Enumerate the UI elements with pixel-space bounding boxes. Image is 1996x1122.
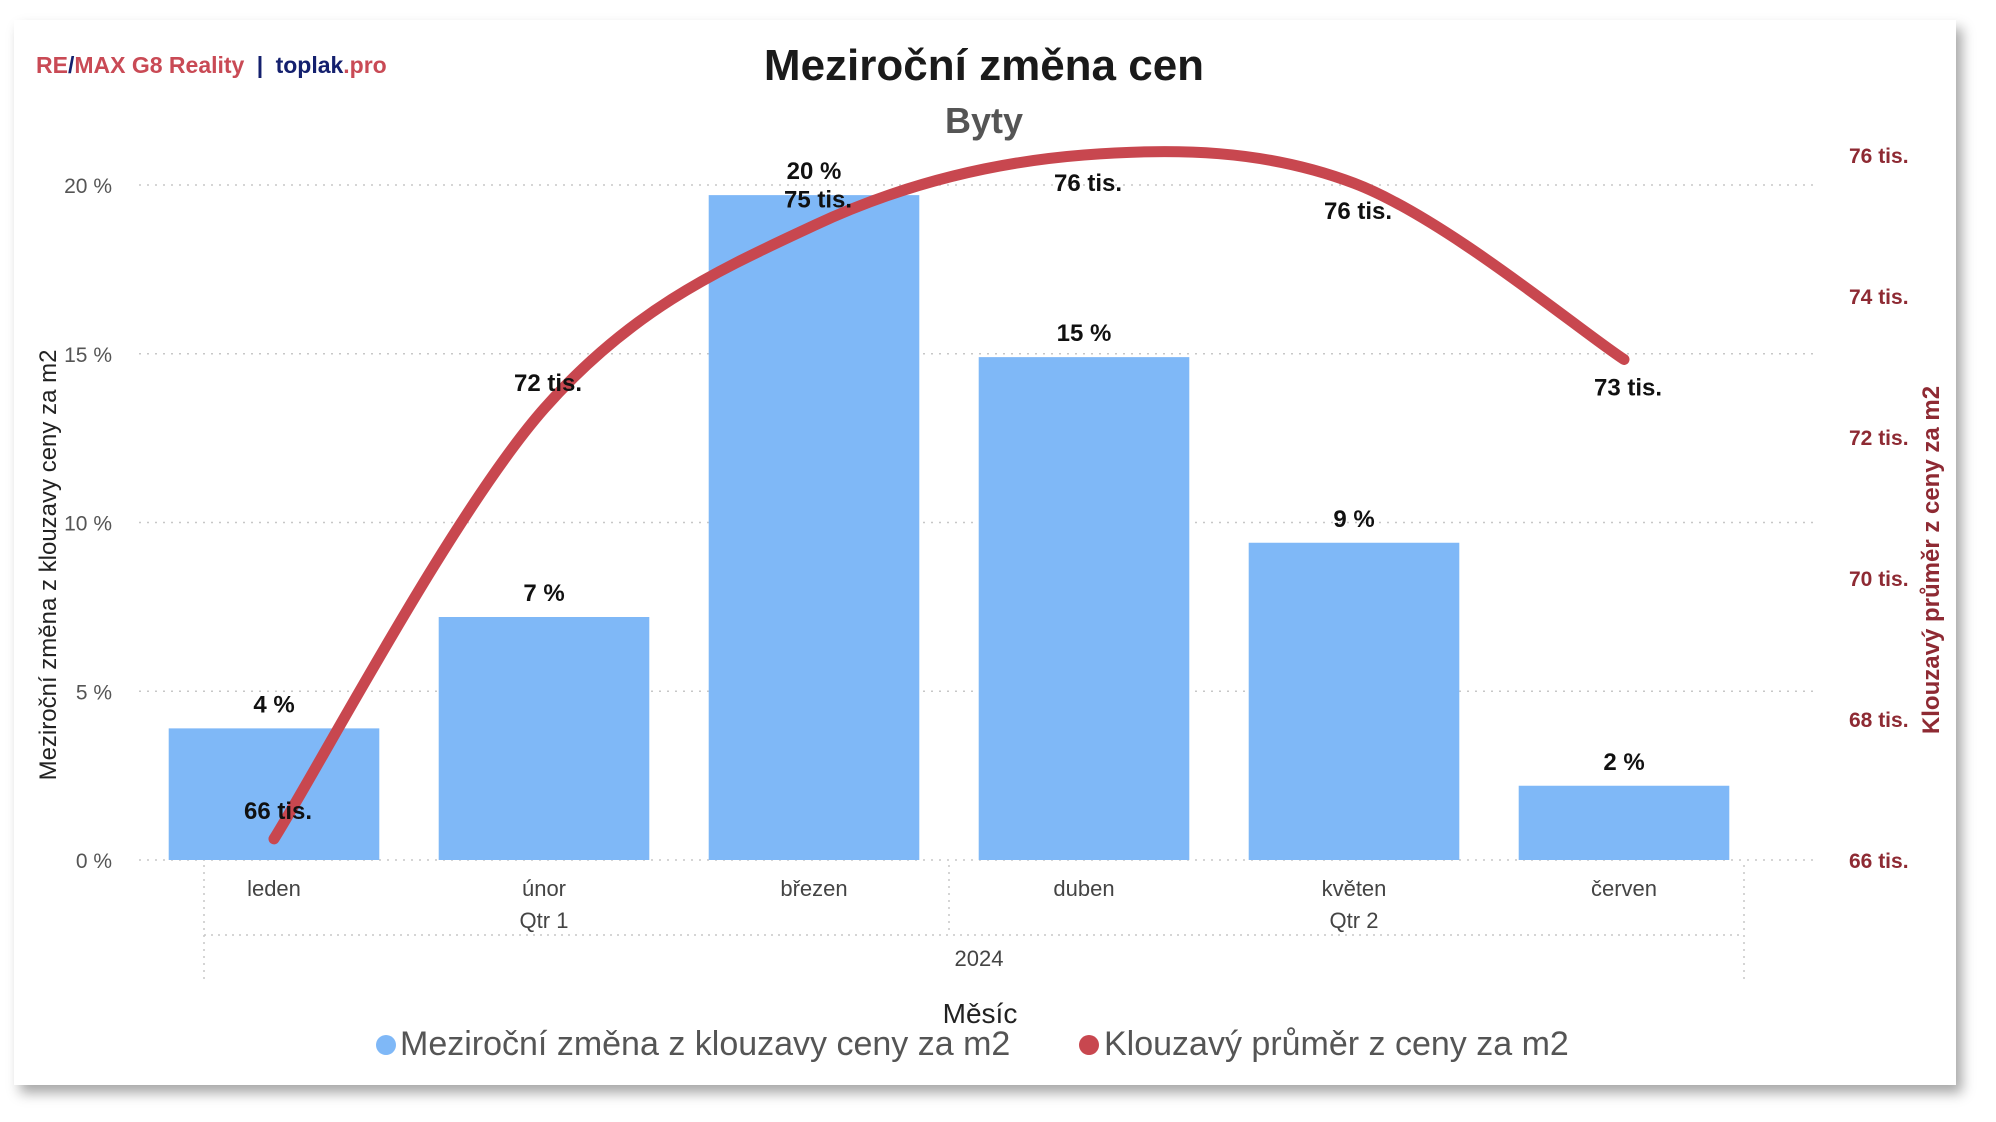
- y2-tick-label: 72 tis.: [1849, 427, 1909, 450]
- bar-data-label: 2 %: [1603, 749, 1644, 776]
- y-tick-label: 5 %: [76, 681, 112, 704]
- bar-data-label: 4 %: [253, 691, 294, 718]
- line-path: [268, 146, 1630, 845]
- chart-card: RE/MAX G8 Reality | toplak.pro Meziroční…: [14, 20, 1956, 1085]
- line-series: [268, 146, 1630, 845]
- line-data-label: 73 tis.: [1594, 374, 1662, 401]
- bar-data-labels: 4 % 7 % 20 % 15 % 9 % 2 %: [253, 158, 1644, 776]
- y-tick-label: 20 %: [64, 175, 112, 198]
- y2-tick-label: 68 tis.: [1849, 709, 1909, 732]
- legend-label-line: Klouzavý průměr z ceny za m2: [1104, 1025, 1569, 1063]
- x-axis: leden únor březen duben květen červen Qtr 1 Qtr…: [203, 865, 1745, 980]
- line-data-label: 75 tis.: [784, 187, 852, 214]
- y-axis-left: 0 % 5 % 10 % 15 % 20 %: [64, 175, 112, 873]
- chart-subtitle: Byty: [945, 100, 1023, 141]
- x-tick-label: květen: [1322, 876, 1387, 901]
- x-tick-label: únor: [522, 876, 566, 901]
- y-tick-label: 10 %: [64, 513, 112, 536]
- x-tick-label: červen: [1591, 876, 1657, 901]
- y2-tick-label: 66 tis.: [1849, 850, 1909, 873]
- x-axis-title: Měsíc: [943, 998, 1018, 1029]
- line-data-label: 76 tis.: [1054, 170, 1122, 197]
- brand-slash: /: [67, 52, 75, 78]
- branding: RE/MAX G8 Reality | toplak.pro: [36, 52, 387, 79]
- bar: [978, 357, 1190, 860]
- combo-chart: Meziroční změna cen Byty 4 % 7 % 20 % 15 % 9…: [35, 41, 1945, 1063]
- line-data-label: 66 tis.: [244, 798, 312, 825]
- bar-data-label: 20 %: [787, 158, 842, 185]
- bar-data-label: 15 %: [1057, 320, 1112, 347]
- bar-series: [168, 195, 1730, 860]
- brand-remax-name: MAX G8 Reality: [74, 52, 245, 78]
- brand-site-name: toplak: [275, 52, 344, 78]
- bar: [708, 195, 920, 860]
- x-tick-label: leden: [247, 876, 301, 901]
- line-data-label: 72 tis.: [514, 370, 582, 397]
- y-tick-label: 15 %: [64, 344, 112, 367]
- x-tick-label: duben: [1053, 876, 1114, 901]
- brand-remax-prefix: RE: [36, 52, 68, 78]
- y2-tick-label: 74 tis.: [1849, 286, 1909, 309]
- brand-separator: |: [256, 52, 264, 78]
- x-group-label: Qtr 1: [520, 908, 569, 933]
- bar-data-label: 9 %: [1333, 506, 1374, 533]
- bar-data-label: 7 %: [523, 580, 564, 607]
- bar: [1518, 785, 1730, 860]
- y-tick-label: 0 %: [76, 850, 112, 873]
- line-data-labels: 66 tis. 72 tis. 75 tis. 76 tis. 76 tis. 73 ti…: [244, 170, 1662, 825]
- line-data-label: 76 tis.: [1324, 198, 1392, 225]
- y2-tick-label: 76 tis.: [1849, 145, 1909, 168]
- legend: Meziroční změna z klouzavy ceny za m2 Klo…: [376, 1025, 1569, 1063]
- legend-marker-line: [1079, 1035, 1099, 1055]
- y-axis-title: Meziroční změna z klouzavy ceny za m2: [35, 350, 62, 781]
- legend-label-bars: Meziroční změna z klouzavy ceny za m2: [400, 1025, 1010, 1063]
- chart-title: Meziroční změna cen: [764, 41, 1204, 90]
- x-year-label: 2024: [955, 946, 1004, 971]
- y2-axis-title: Klouzavý průměr z ceny za m2: [1918, 386, 1945, 734]
- y2-tick-label: 70 tis.: [1849, 568, 1909, 591]
- bar: [1248, 542, 1460, 860]
- x-group-label: Qtr 2: [1330, 908, 1379, 933]
- gridlines: [139, 184, 1814, 861]
- bar: [438, 617, 650, 860]
- x-tick-label: březen: [780, 876, 847, 901]
- legend-marker-bars: [376, 1035, 396, 1055]
- y-axis-right: 66 tis. 68 tis. 70 tis. 72 tis. 74 tis. 76 ti…: [1849, 145, 1909, 873]
- brand-site-tld: .pro: [343, 52, 387, 78]
